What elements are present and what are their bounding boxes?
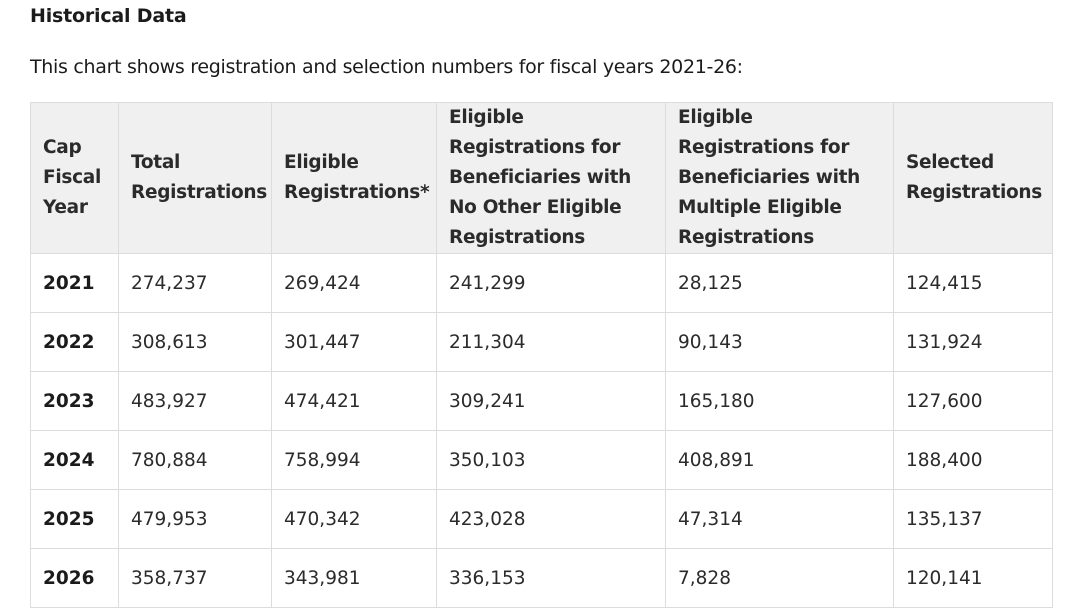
section-heading: Historical Data [30, 5, 187, 27]
cell-selected: 127,600 [893, 371, 1053, 431]
table-row: 2021 274,237 269,424 241,299 28,125 124,… [30, 253, 1053, 313]
cell-selected: 120,141 [893, 548, 1053, 608]
column-header-total-registrations: Total Registrations [118, 102, 272, 254]
cell-year: 2022 [30, 312, 119, 372]
intro-text: This chart shows registration and select… [30, 56, 743, 78]
column-header-eligible-registrations: Eligible Registrations* [271, 102, 437, 254]
cell-total: 308,613 [118, 312, 272, 372]
cell-no-other: 309,241 [436, 371, 666, 431]
cell-multiple: 47,314 [665, 489, 894, 549]
cell-year: 2024 [30, 430, 119, 490]
cell-eligible: 269,424 [271, 253, 437, 313]
table-row: 2025 479,953 470,342 423,028 47,314 135,… [30, 489, 1053, 549]
cell-eligible: 301,447 [271, 312, 437, 372]
historical-data-table: Cap Fiscal Year Total Registrations Elig… [30, 102, 1053, 608]
column-header-no-other-eligible: Eligible Registrations for Beneficiaries… [436, 102, 666, 254]
cell-eligible: 474,421 [271, 371, 437, 431]
cell-multiple: 408,891 [665, 430, 894, 490]
cell-selected: 124,415 [893, 253, 1053, 313]
cell-selected: 188,400 [893, 430, 1053, 490]
cell-total: 479,953 [118, 489, 272, 549]
cell-eligible: 343,981 [271, 548, 437, 608]
cell-selected: 135,137 [893, 489, 1053, 549]
cell-multiple: 165,180 [665, 371, 894, 431]
cell-year: 2025 [30, 489, 119, 549]
cell-multiple: 7,828 [665, 548, 894, 608]
cell-total: 780,884 [118, 430, 272, 490]
cell-no-other: 241,299 [436, 253, 666, 313]
cell-multiple: 28,125 [665, 253, 894, 313]
cell-eligible: 758,994 [271, 430, 437, 490]
column-header-multiple-eligible: Eligible Registrations for Beneficiaries… [665, 102, 894, 254]
cell-eligible: 470,342 [271, 489, 437, 549]
column-header-cap-fiscal-year: Cap Fiscal Year [30, 102, 119, 254]
cell-no-other: 336,153 [436, 548, 666, 608]
cell-selected: 131,924 [893, 312, 1053, 372]
cell-no-other: 423,028 [436, 489, 666, 549]
table-row: 2026 358,737 343,981 336,153 7,828 120,1… [30, 548, 1053, 608]
column-header-selected-registrations: Selected Registrations [893, 102, 1053, 254]
cell-total: 483,927 [118, 371, 272, 431]
cell-year: 2026 [30, 548, 119, 608]
table-header-row: Cap Fiscal Year Total Registrations Elig… [30, 102, 1053, 254]
cell-total: 358,737 [118, 548, 272, 608]
cell-year: 2021 [30, 253, 119, 313]
table-row: 2022 308,613 301,447 211,304 90,143 131,… [30, 312, 1053, 372]
cell-multiple: 90,143 [665, 312, 894, 372]
table-row: 2023 483,927 474,421 309,241 165,180 127… [30, 371, 1053, 431]
cell-no-other: 211,304 [436, 312, 666, 372]
table-row: 2024 780,884 758,994 350,103 408,891 188… [30, 430, 1053, 490]
cell-no-other: 350,103 [436, 430, 666, 490]
cell-total: 274,237 [118, 253, 272, 313]
cell-year: 2023 [30, 371, 119, 431]
